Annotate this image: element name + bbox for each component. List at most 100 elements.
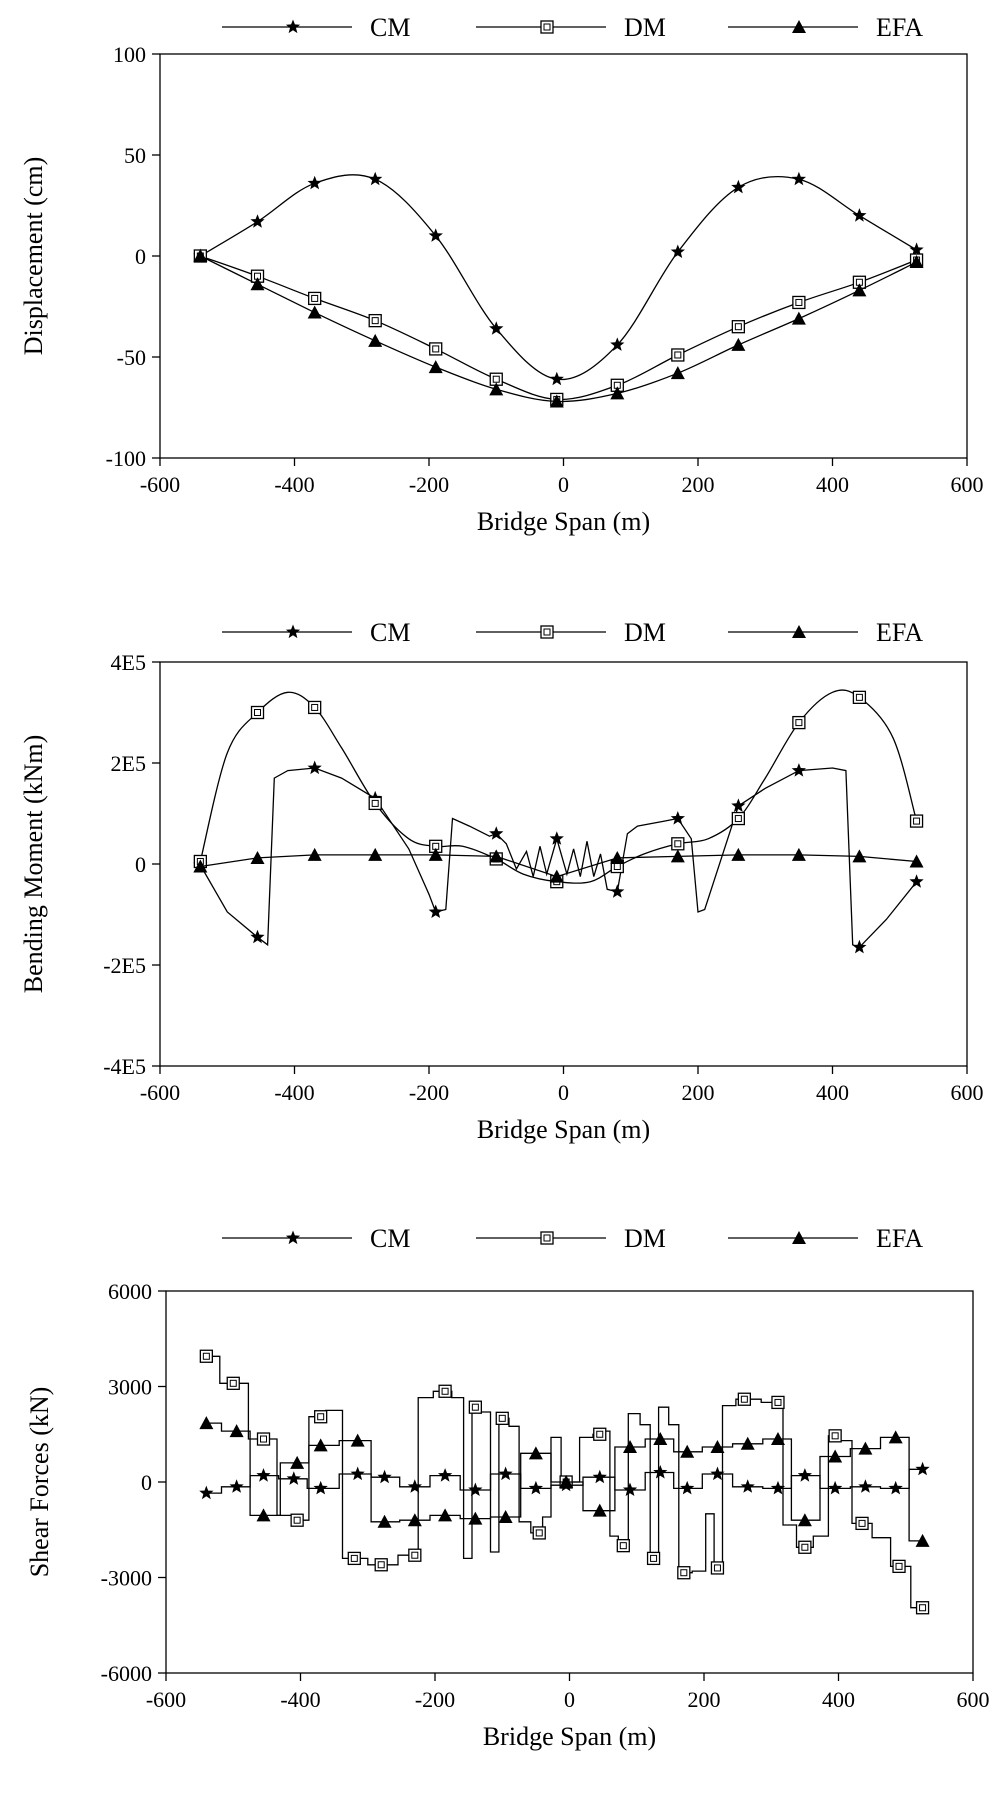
marker-efa [592,1503,607,1517]
marker-dm [616,1539,630,1553]
marker-cm [438,1468,453,1482]
marker-dm [199,1349,214,1363]
marker-dm [892,1559,906,1574]
marker-cm [407,1479,422,1493]
x-tick-label: -400 [274,472,314,497]
marker-dm [671,348,685,362]
legend-entry-efa: EFA [728,618,923,647]
x-tick-label: 400 [816,1080,849,1105]
marker-cm [670,244,685,258]
legend-entry-efa: EFA [728,1224,923,1253]
marker-efa [307,847,322,861]
marker-efa [828,1449,843,1463]
marker-dm [308,291,322,306]
marker-cm [915,1461,930,1476]
marker-efa [909,854,924,868]
x-tick-label: 400 [822,1687,855,1712]
marker-dm [429,342,443,356]
marker-efa [468,1511,483,1525]
marker-efa [852,283,867,297]
marker-cm [250,929,265,944]
marker-dm [731,811,745,826]
marker-efa [858,1441,873,1455]
x-tick-label: 0 [558,472,569,497]
marker-cm [286,1471,301,1485]
marker-cm [770,1480,786,1495]
marker-cm [610,884,625,898]
y-tick-label: 6000 [108,1279,152,1304]
y-tick-label: 0 [135,852,146,877]
marker-dm [408,1548,422,1562]
marker-cm [710,1466,725,1481]
legend-marker-cm [285,1230,301,1245]
marker-cm [368,171,383,186]
legend-label: DM [624,1224,666,1253]
marker-efa [549,869,564,883]
marker-cm [731,798,746,812]
marker-efa [377,1514,392,1528]
marker-cm [199,1485,214,1500]
marker-cm [256,1468,271,1482]
x-tick-label: 400 [816,472,849,497]
marker-cm [428,904,443,918]
x-tick-label: -400 [274,1080,314,1105]
marker-dm [226,1376,240,1390]
marker-dm [677,1566,691,1580]
marker-dm [855,1516,869,1531]
marker-cm [653,1465,668,1479]
marker-dm [290,1513,304,1527]
marker-dm [771,1395,785,1410]
marker-cm [791,171,806,186]
marker-cm [428,228,443,242]
legend-marker-efa [792,1231,806,1244]
marker-efa [559,1475,574,1488]
y-tick-label: -50 [117,345,146,370]
marker-efa [256,1508,271,1522]
marker-cm [828,1480,843,1495]
marker-dm [671,837,685,851]
x-tick-label: -400 [280,1687,320,1712]
marker-efa [229,1424,244,1438]
x-tick-label: -200 [415,1687,455,1712]
legend-label: EFA [876,13,923,42]
marker-efa [610,386,625,400]
legend-entry-cm: CM [222,13,410,42]
marker-dm [256,1432,271,1446]
marker-cm [731,179,746,194]
marker-dm [646,1551,661,1566]
marker-dm [468,1400,483,1414]
x-tick-label: -200 [409,1080,449,1105]
marker-efa [193,249,208,262]
marker-dm [909,814,924,828]
legend-entry-cm: CM [222,1224,410,1253]
y-axis-title: Displacement (cm) [19,157,48,356]
marker-efa [368,333,383,347]
x-tick-label: -600 [140,1080,180,1105]
marker-cm [377,1469,392,1484]
legend-marker-efa [792,20,806,33]
legend-entry-efa: EFA [728,13,923,42]
marker-efa [791,311,806,325]
legend-entry-dm: DM [476,13,666,42]
chart-shear-forces: -600 -400 -200 0 200 400 600 6000 3000 0 -3000 -600… [25,1224,990,1751]
marker-efa [797,1513,812,1527]
marker-dm [593,1427,607,1441]
marker-efa [852,849,867,863]
marker-efa [489,382,504,396]
marker-dm [852,275,867,289]
marker-cm [592,1469,607,1484]
marker-efa [549,394,564,408]
legend-label: EFA [876,1224,923,1253]
legend-entry-cm: CM [222,618,410,647]
x-tick-label: 200 [682,1080,715,1105]
y-tick-label: 0 [135,244,146,269]
y-tick-label: 100 [113,42,146,67]
y-tick-label: -3000 [101,1566,152,1591]
marker-efa [307,305,322,319]
legend-marker-dm [540,625,554,639]
legend-marker-dm [540,1231,554,1245]
marker-cm [307,760,322,775]
marker-dm [737,1392,751,1406]
marker-cm [489,826,504,840]
